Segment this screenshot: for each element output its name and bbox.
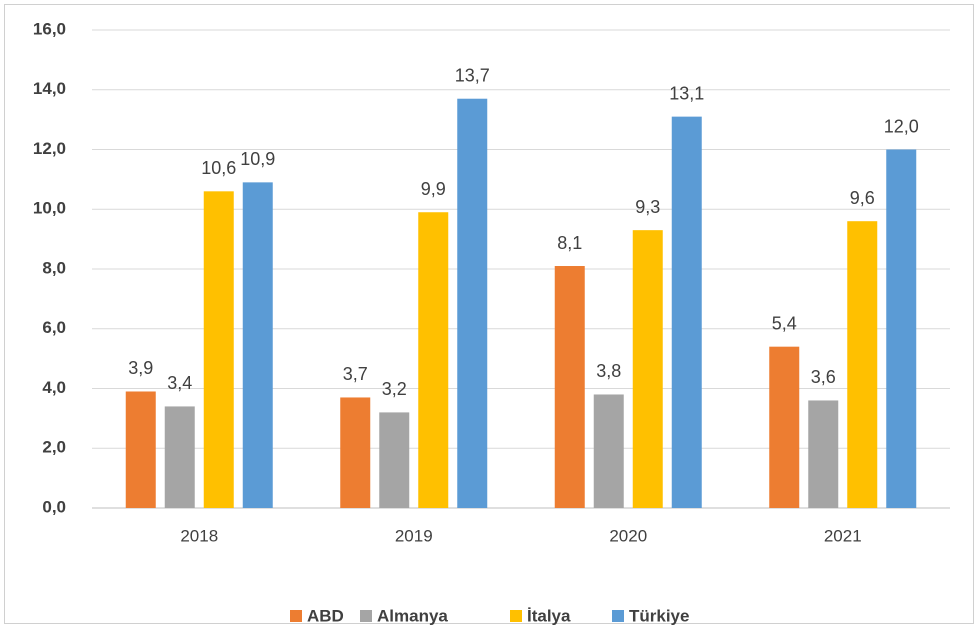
- legend-label: Türkiye: [629, 606, 689, 625]
- y-tick-label: 8,0: [42, 258, 66, 277]
- legend-swatch: [510, 610, 522, 622]
- y-tick-label: 12,0: [33, 139, 66, 158]
- legend-label: ABD: [307, 606, 344, 625]
- legend-swatch: [290, 610, 302, 622]
- value-label: 9,9: [421, 179, 446, 199]
- value-label: 9,3: [635, 197, 660, 217]
- bar: [203, 191, 234, 508]
- x-tick-label: 2020: [609, 526, 647, 545]
- value-label: 8,1: [557, 233, 582, 253]
- bar: [886, 149, 917, 508]
- bar: [418, 212, 449, 509]
- value-label: 13,7: [455, 65, 490, 85]
- bar: [554, 266, 585, 508]
- bar: [769, 346, 800, 508]
- bar: [671, 116, 702, 508]
- y-tick-label: 10,0: [33, 199, 66, 218]
- bar: [125, 391, 156, 508]
- chart-border: [4, 4, 974, 624]
- value-label: 10,9: [240, 149, 275, 169]
- value-label: 10,6: [201, 158, 236, 178]
- legend-swatch: [612, 610, 624, 622]
- x-tick-label: 2018: [180, 526, 218, 545]
- legend-label: Almanya: [377, 606, 448, 625]
- bar: [847, 221, 878, 508]
- bar: [457, 98, 488, 509]
- bar: [379, 412, 410, 508]
- value-label: 3,8: [596, 361, 621, 381]
- y-tick-label: 4,0: [42, 378, 66, 397]
- y-tick-label: 16,0: [33, 19, 66, 38]
- value-label: 5,4: [772, 313, 797, 333]
- x-tick-label: 2019: [395, 526, 433, 545]
- value-label: 3,2: [382, 379, 407, 399]
- legend-swatch: [360, 610, 372, 622]
- value-label: 12,0: [884, 116, 919, 136]
- value-label: 9,6: [850, 188, 875, 208]
- bar: [632, 230, 663, 508]
- value-label: 3,4: [167, 373, 192, 393]
- x-tick-label: 2021: [824, 526, 862, 545]
- y-tick-label: 6,0: [42, 318, 66, 337]
- y-tick-label: 14,0: [33, 79, 66, 98]
- y-tick-label: 0,0: [42, 497, 66, 516]
- value-label: 3,7: [343, 364, 368, 384]
- value-label: 13,1: [669, 83, 704, 103]
- y-tick-label: 2,0: [42, 438, 66, 457]
- bar: [593, 394, 624, 508]
- value-label: 3,6: [811, 367, 836, 387]
- value-label: 3,9: [128, 358, 153, 378]
- bar: [340, 397, 371, 508]
- bar: [808, 400, 839, 508]
- bar: [164, 406, 195, 508]
- legend-label: İtalya: [527, 606, 571, 625]
- bar: [242, 182, 273, 509]
